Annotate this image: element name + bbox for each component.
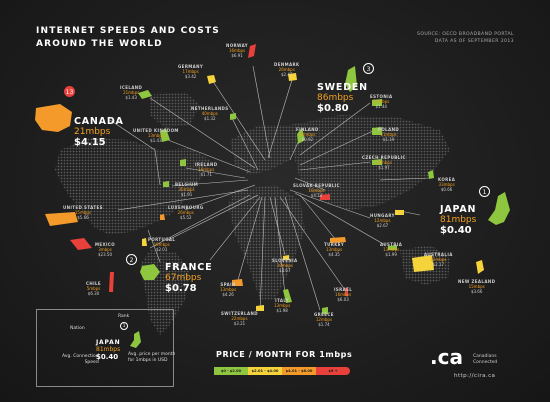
label-united-states: UNITED STATES 15mbps $5.66 bbox=[63, 205, 103, 220]
key-box bbox=[36, 309, 174, 387]
shape-germany bbox=[207, 75, 216, 84]
continent-asia bbox=[290, 115, 450, 210]
continent-africa bbox=[228, 185, 305, 300]
label-slovenia: SLOVENIA 10mbps $3.67 bbox=[272, 258, 298, 273]
shape-greece bbox=[322, 307, 328, 314]
shape-turkey bbox=[330, 237, 346, 243]
shape-netherlands bbox=[230, 113, 236, 120]
page-title: INTERNET SPEEDS AND COSTS AROUND THE WOR… bbox=[36, 26, 220, 49]
shape-chile bbox=[109, 272, 114, 292]
label-iceland: ICELAND 21mbps $1.43 bbox=[120, 85, 143, 100]
shape-japan bbox=[488, 192, 510, 225]
feature-france: FRANCE 67mbps $0.78 bbox=[165, 262, 213, 294]
brand-url[interactable]: http://cira.ca bbox=[454, 373, 496, 379]
continent-north-america bbox=[55, 138, 210, 235]
label-spain: SPAIN 13mbps $4.26 bbox=[220, 282, 237, 297]
price-range-4: $6 + bbox=[316, 367, 350, 375]
shape-denmark bbox=[288, 73, 297, 81]
key-rank-badge: 1 bbox=[120, 322, 128, 330]
label-united-kingdom: UNITED KINGDOM 13mbps $1.43 bbox=[133, 128, 179, 143]
label-estonia: ESTONIA 25mbps $1.44 bbox=[370, 94, 393, 109]
key-rank-label: Rank bbox=[118, 314, 130, 319]
shape-czech bbox=[372, 159, 382, 165]
price-range-2: $2.01 - $4.00 bbox=[248, 367, 282, 375]
shape-belgium bbox=[163, 181, 169, 187]
shape-sweden bbox=[345, 66, 357, 92]
label-greece: GREECE 12mbps $1.74 bbox=[314, 312, 334, 327]
label-australia: AUSTRALIA 22mbps $2.17 bbox=[424, 252, 453, 267]
key-speed-label: Avg. Connection Speed bbox=[62, 354, 99, 365]
shape-switzerland bbox=[256, 305, 264, 311]
label-luxembourg: LUXEMBOURG 26mbps $5.52 bbox=[168, 205, 204, 220]
shape-israel bbox=[345, 287, 348, 296]
rank-badge-canada: 13 bbox=[64, 86, 75, 97]
rank-badge-sweden: 3 bbox=[363, 63, 374, 74]
key-example: JAPAN 81mbps $0.40 bbox=[96, 339, 121, 361]
label-switzerland: SWITZERLAND 22mbps $3.21 bbox=[221, 311, 258, 326]
shape-canada bbox=[35, 104, 72, 132]
shape-poland bbox=[372, 127, 382, 135]
price-range-1: $0 - $2.00 bbox=[214, 367, 248, 375]
label-portugal: PORTUGAL 18mbps $2.01 bbox=[148, 237, 176, 252]
brand-name: Canadians Connected bbox=[473, 354, 498, 365]
label-denmark: DENMARK 26mbps $2.47 bbox=[274, 62, 300, 77]
continent-greenland bbox=[150, 92, 200, 128]
shape-slovenia bbox=[283, 255, 289, 260]
label-norway: NORWAY 16mbps $6.91 bbox=[226, 43, 249, 58]
shape-finland bbox=[297, 128, 305, 144]
source-note: SOURCE: OECD BROADBAND PORTAL DATA AS OF… bbox=[417, 32, 514, 44]
shape-mexico bbox=[70, 238, 92, 250]
cira-logo: .ca bbox=[430, 345, 463, 369]
shape-estonia bbox=[372, 99, 382, 106]
label-netherlands: NETHERLANDS 40mbps $1.32 bbox=[191, 106, 229, 121]
shape-key-japan bbox=[130, 331, 141, 348]
label-chile: CHILE 5mbps $6.30 bbox=[86, 281, 102, 296]
shape-italy bbox=[283, 289, 292, 303]
key-price-label: Avg. price per month for 1mbps in USD bbox=[128, 352, 176, 363]
shape-australia bbox=[412, 255, 434, 272]
shape-france bbox=[140, 264, 160, 280]
key-nation-label: Nation bbox=[70, 326, 85, 331]
shape-hungary bbox=[395, 210, 404, 215]
label-belgium: BELGIUM 30mbps $1.91 bbox=[175, 182, 199, 197]
shape-luxembourg bbox=[160, 214, 165, 220]
shape-austria bbox=[388, 245, 397, 250]
shape-ireland bbox=[180, 159, 186, 166]
label-ireland: IRELAND 16mbps $1.71 bbox=[195, 162, 218, 177]
label-italy: ITALY 13mbps $1.98 bbox=[274, 298, 291, 313]
label-korea: KOREA 33mbps $0.66 bbox=[438, 177, 456, 192]
label-poland: POLAND 21mbps $1.19 bbox=[378, 127, 400, 142]
shape-norway bbox=[248, 44, 256, 58]
feature-japan: JAPAN 81mbps $0.40 bbox=[440, 204, 477, 236]
feature-canada: CANADA 21mbps $4.15 bbox=[74, 116, 124, 148]
shape-korea bbox=[428, 170, 434, 179]
shape-usa bbox=[45, 212, 78, 226]
label-austria: AUSTRIA 13mbps $1.99 bbox=[380, 242, 403, 257]
shape-slovak bbox=[320, 194, 330, 200]
shape-spain bbox=[232, 279, 243, 286]
rank-badge-france: 2 bbox=[126, 254, 137, 265]
price-range-3: $4.01 - $6.00 bbox=[282, 367, 316, 375]
label-turkey: TURKEY 13mbps $4.35 bbox=[324, 242, 345, 257]
shape-portugal bbox=[142, 238, 147, 246]
label-czech-republic: CZECH REPUBLIC 30mbps $1.97 bbox=[362, 155, 406, 170]
label-hungary: HUNGARY 12mbps $2.67 bbox=[370, 213, 395, 228]
price-scale-title: PRICE / MONTH FOR 1mbps bbox=[216, 350, 353, 359]
label-new-zealand: NEW ZEALAND 15mbps $3.66 bbox=[458, 279, 496, 294]
label-germany: GERMANY 17mbps $3.42 bbox=[178, 64, 204, 79]
rank-badge-japan: 1 bbox=[479, 186, 490, 197]
label-finland: FINLAND 21mbps $0.92 bbox=[296, 127, 319, 142]
shape-iceland bbox=[138, 90, 152, 99]
shape-uk bbox=[160, 128, 170, 142]
label-israel: ISRAEL 16mbps $6.03 bbox=[334, 287, 353, 302]
leader-lines bbox=[109, 65, 431, 311]
continent-europe bbox=[230, 125, 300, 175]
label-mexico: MEXICO 3mbps $23.50 bbox=[95, 242, 116, 257]
feature-sweden: SWEDEN 86mbps $0.80 bbox=[317, 82, 368, 114]
shape-new-zealand bbox=[476, 260, 484, 274]
label-slovak-republic: SLOVAK REPUBLIC 16mbps $4.14 bbox=[293, 183, 341, 198]
